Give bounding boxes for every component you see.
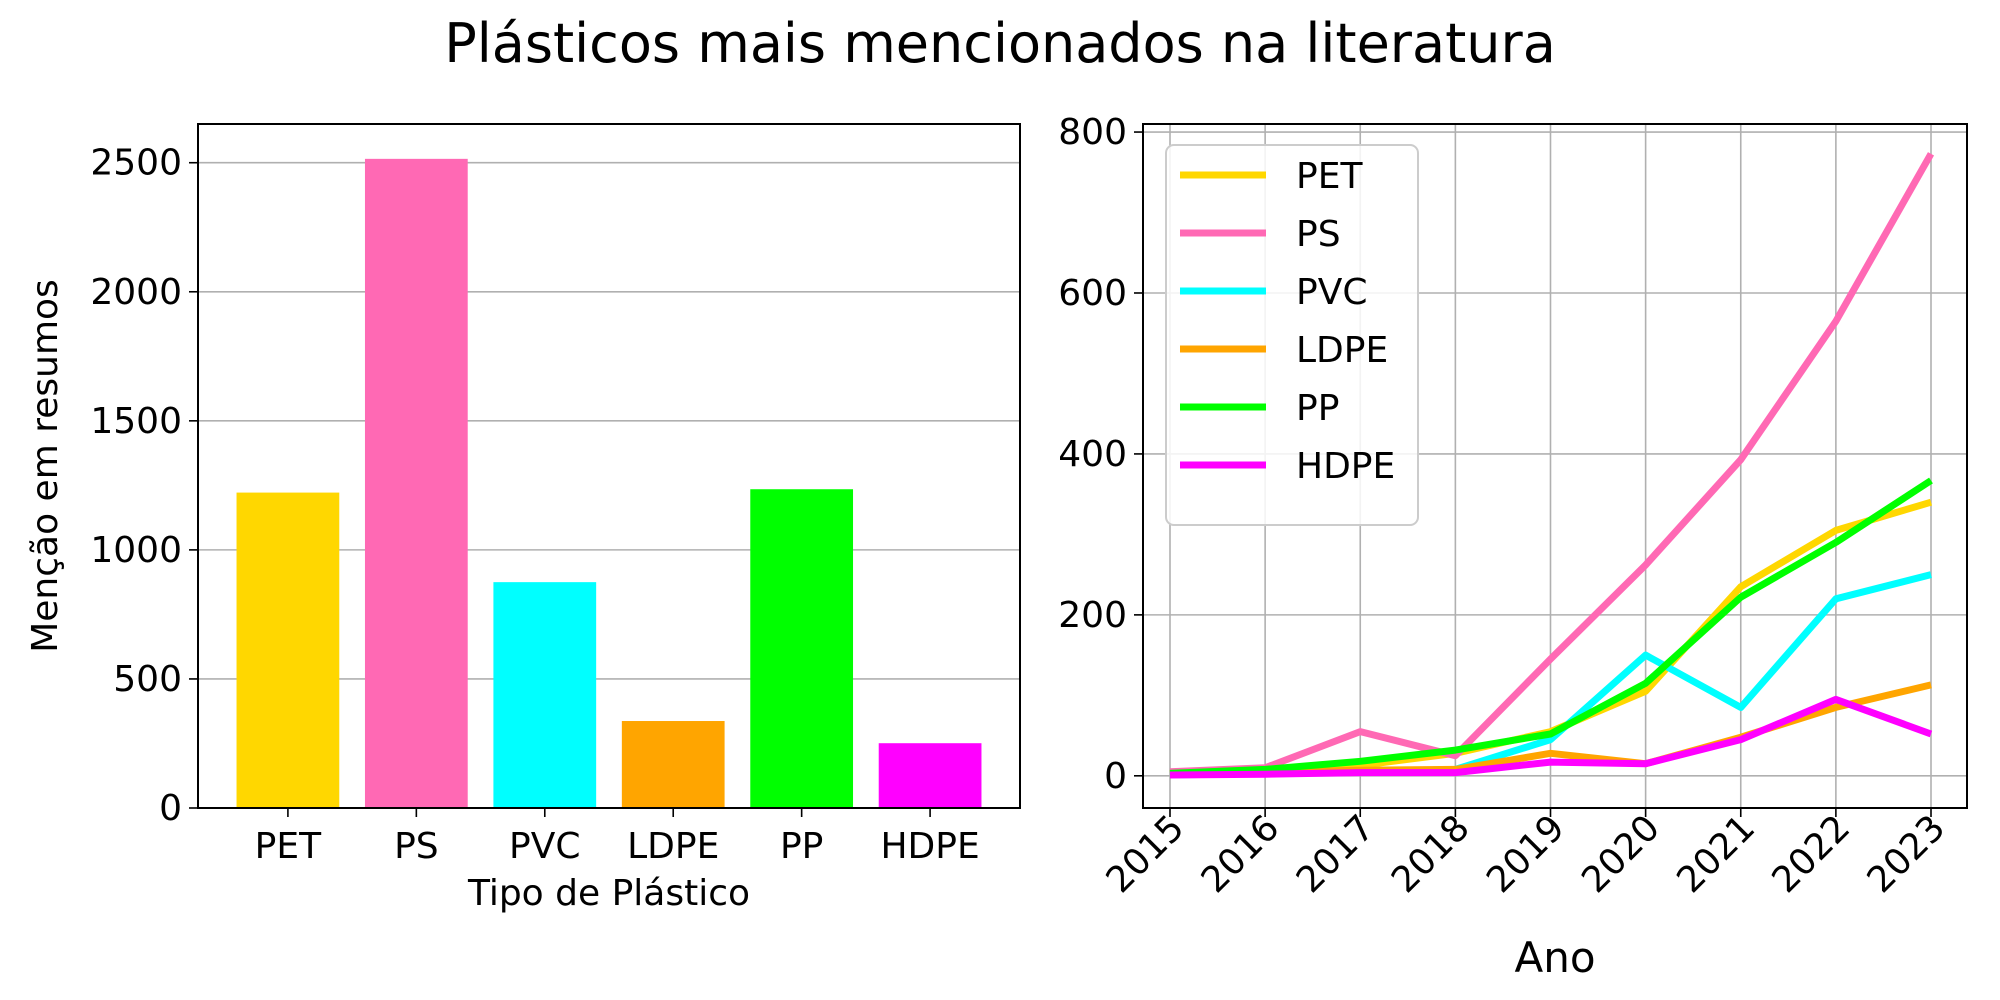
y-axis-label: Menção em resumos	[25, 279, 66, 653]
tick-label-y: 0	[1104, 756, 1127, 797]
tick-label-x: 2015	[1099, 807, 1193, 901]
tick-label-x: 2021	[1669, 807, 1763, 901]
tick-label-y: 1500	[90, 401, 182, 442]
tick-label-x: HDPE	[880, 826, 979, 867]
series-line-hdpe	[1169, 695, 1933, 779]
tick-label-y: 400	[1058, 434, 1127, 475]
tick-label-y: 0	[159, 788, 182, 829]
tick-label-x: LDPE	[627, 826, 719, 867]
plot-frame	[197, 123, 1021, 809]
bar-pvc	[493, 582, 597, 808]
tick-label-y: 200	[1058, 595, 1127, 636]
tick-label-y: 2000	[90, 272, 182, 313]
series-line-pp	[1169, 477, 1933, 777]
tick-label-x: PS	[394, 826, 439, 867]
bar-pet	[236, 492, 340, 808]
tick-label-y: 500	[113, 659, 182, 700]
legend: PET PS PVC LDPE PP HDPE	[1165, 144, 1419, 526]
tick-label-x: 2020	[1574, 807, 1668, 901]
tick-label-x: 2023	[1860, 807, 1954, 901]
page-title: Plásticos mais mencionados na literatura	[444, 12, 1556, 75]
tick-label-x: 2018	[1384, 807, 1478, 901]
legend-label-pp: PP	[1296, 388, 1339, 429]
tick-label-x: PVC	[509, 826, 580, 867]
bar-hdpe	[878, 743, 982, 808]
plot-frame	[1142, 123, 1968, 809]
bar-ldpe	[621, 721, 725, 808]
tick-label-x: 2019	[1479, 807, 1573, 901]
legend-box	[1165, 144, 1419, 526]
legend-label-hdpe: HDPE	[1296, 446, 1395, 487]
tick-label-y: 800	[1058, 112, 1127, 153]
tick-label-x: 2017	[1289, 807, 1383, 901]
bar-chart: 0 500 1000 1500 2000 2500 PET PS PVC LDPE PP HDPE Ti…	[25, 123, 1021, 914]
tick-label-y: 1000	[90, 530, 182, 571]
tick-label-x: 2022	[1764, 807, 1858, 901]
tick-label-x: PP	[780, 826, 823, 867]
tick-label-x: 2016	[1194, 807, 1288, 901]
series-line-ps	[1169, 152, 1935, 776]
legend-label-pet: PET	[1296, 156, 1363, 197]
bar-pp	[750, 489, 854, 808]
tick-label-y: 600	[1058, 273, 1127, 314]
legend-label-pvc: PVC	[1296, 272, 1367, 313]
tick-label-x: PET	[255, 826, 322, 867]
bar-ps	[364, 158, 468, 808]
legend-label-ps: PS	[1296, 214, 1341, 255]
x-axis-label: Ano	[1514, 933, 1595, 982]
legend-label-ldpe: LDPE	[1296, 330, 1388, 371]
tick-label-y: 2500	[90, 143, 182, 184]
x-axis-label: Tipo de Plástico	[467, 873, 750, 914]
